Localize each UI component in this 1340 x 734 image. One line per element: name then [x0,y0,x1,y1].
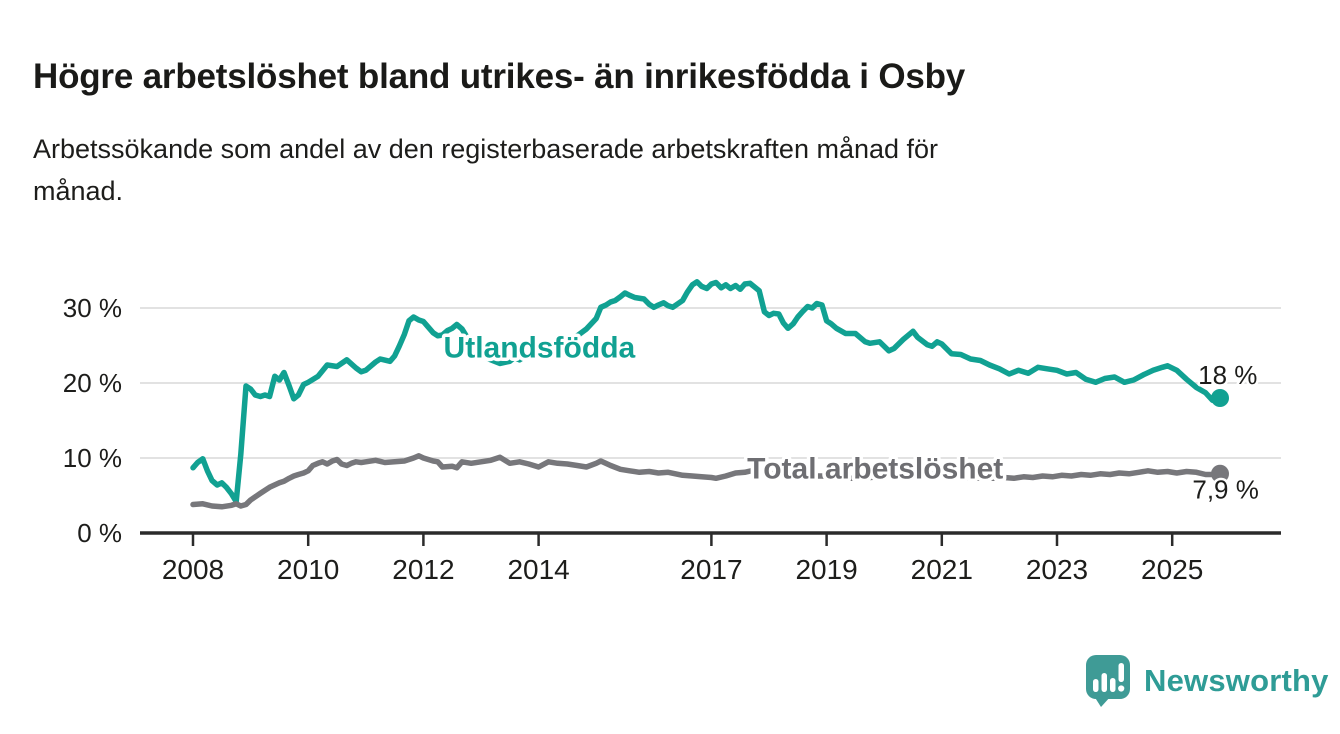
series-label-total: Total arbetslöshet [747,452,1003,485]
x-axis-tick-label: 2021 [911,554,973,585]
y-axis-tick-label: 20 % [63,368,122,398]
page-title: Högre arbetslöshet bland utrikes- än inr… [33,57,966,97]
x-axis-tick-label: 2012 [392,554,454,585]
x-axis-tick-label: 2019 [795,554,857,585]
newsworthy-logo: Newsworthy [1085,654,1329,708]
x-axis-tick-label: 2025 [1141,554,1203,585]
y-axis-tick-label: 0 % [77,518,122,548]
end-value-label-total: 7,9 % [1192,475,1259,505]
newsworthy-wordmark: Newsworthy [1144,663,1329,698]
y-axis-tick-label: 30 % [63,293,122,323]
chart-subtitle: Arbetssökande som andel av den registerb… [33,128,1273,212]
subtitle-line-2: månad. [33,176,124,206]
y-axis-tick-label: 10 % [63,443,122,473]
x-axis-tick-label: 2014 [507,554,569,585]
end-dot-total [1211,464,1230,483]
series-line-utlandsfodda [190,279,1223,505]
subtitle-line-1: Arbetssökande som andel av den registerb… [33,134,939,164]
x-axis-tick-label: 2010 [277,554,339,585]
end-value-label-utlandsfodda: 18 % [1198,360,1257,390]
bar-chart-speech-bubble-icon [1086,655,1130,707]
x-axis-tick-label: 2008 [162,554,224,585]
x-axis-tick-label: 2023 [1026,554,1088,585]
end-dot-utlandsfodda [1211,389,1230,407]
series-line-total [190,453,1223,510]
series-label-utlandsfodda: Utlandsfödda [444,332,636,365]
x-axis-tick-label: 2017 [680,554,742,585]
